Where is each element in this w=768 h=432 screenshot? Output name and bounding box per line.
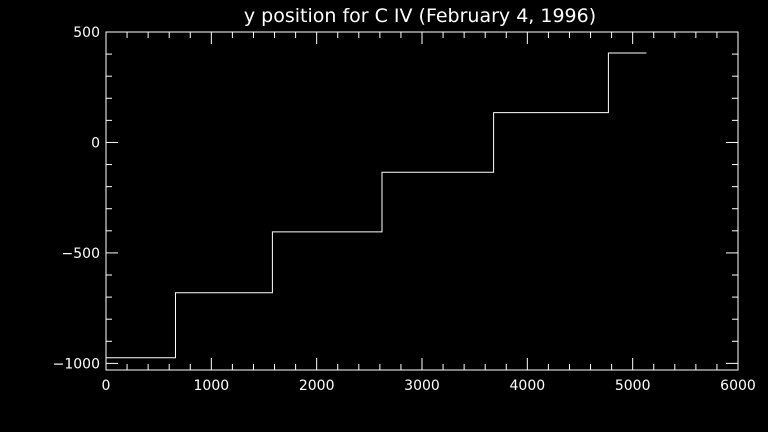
x-tick-label: 0 <box>102 378 111 394</box>
x-tick-label: 6000 <box>720 378 756 394</box>
x-tick-label: 2000 <box>299 378 335 394</box>
series-group <box>106 52 647 359</box>
y-axis-ticks <box>106 31 738 364</box>
x-tick-label: 1000 <box>194 378 230 394</box>
y-tick-label: 500 <box>73 25 100 41</box>
x-axis-tick-labels: 0 1000 2000 3000 4000 5000 6000 <box>102 378 756 394</box>
y-axis-tick-labels: −1000 −500 0 500 <box>53 25 100 372</box>
x-tick-label: 5000 <box>615 378 651 394</box>
x-tick-label: 3000 <box>404 378 440 394</box>
x-tick-label: 4000 <box>510 378 546 394</box>
y-tick-label: −500 <box>62 246 100 262</box>
series-line <box>106 52 647 359</box>
y-tick-label: −1000 <box>53 356 100 372</box>
chart-title: y position for C IV (February 4, 1996) <box>244 5 596 27</box>
plot-frame <box>105 31 739 371</box>
y-tick-label: 0 <box>91 135 100 151</box>
x-axis-ticks <box>105 32 739 370</box>
